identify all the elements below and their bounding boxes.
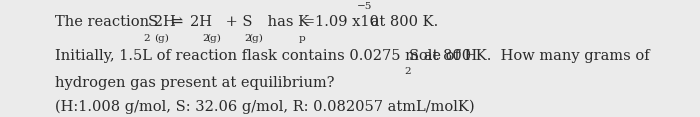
Text: (g): (g) xyxy=(248,34,263,43)
Text: (g): (g) xyxy=(206,34,221,43)
Text: ⇌: ⇌ xyxy=(170,15,182,29)
Text: 2: 2 xyxy=(244,34,251,43)
Text: =1.09 x10: =1.09 x10 xyxy=(303,15,379,29)
Text: at 800 K.: at 800 K. xyxy=(365,15,438,29)
Text: S at 800 K.  How many grams of: S at 800 K. How many grams of xyxy=(409,49,650,63)
Text: has K: has K xyxy=(262,15,309,29)
Text: S: S xyxy=(148,15,158,29)
Text: 2: 2 xyxy=(404,67,411,76)
Text: + S: + S xyxy=(220,15,252,29)
Text: The reaction 2H: The reaction 2H xyxy=(55,15,176,29)
Text: 2: 2 xyxy=(144,34,150,43)
Text: 2H: 2H xyxy=(190,15,212,29)
Text: hydrogen gas present at equilibrium?: hydrogen gas present at equilibrium? xyxy=(55,76,335,90)
Text: Initially, 1.5L of reaction flask contains 0.0275 mole of H: Initially, 1.5L of reaction flask contai… xyxy=(55,49,477,63)
Text: 2: 2 xyxy=(202,34,209,43)
Text: (H:1.008 g/mol, S: 32.06 g/mol, R: 0.082057 atmL/molK): (H:1.008 g/mol, S: 32.06 g/mol, R: 0.082… xyxy=(55,100,475,114)
Text: (g): (g) xyxy=(154,34,169,43)
Text: p: p xyxy=(298,34,305,43)
Text: −5: −5 xyxy=(356,2,372,11)
